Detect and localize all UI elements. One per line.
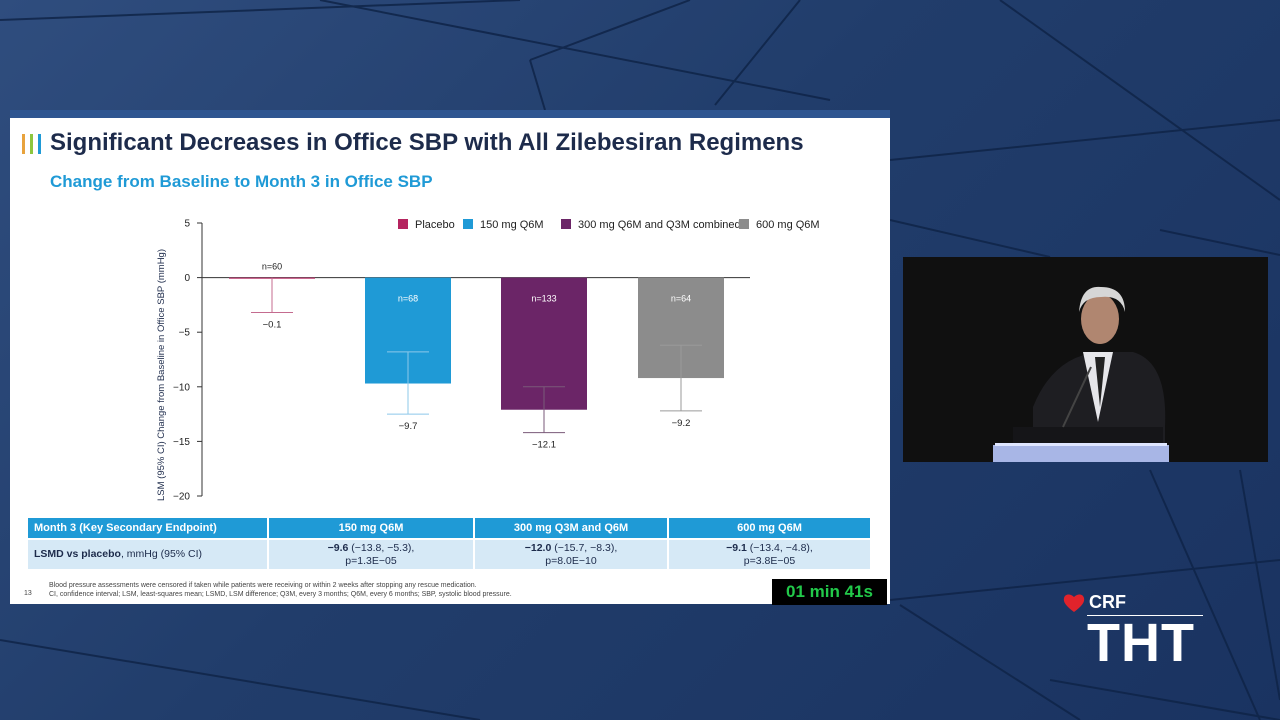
- footnote-line: CI, confidence interval; LSM, least-squa…: [49, 591, 512, 598]
- legend-entry: 150 mg Q6M: [480, 219, 544, 231]
- bar-n-label: n=60: [262, 262, 282, 272]
- speaker-video-feed: [903, 257, 1268, 462]
- presentation-slide: Significant Decreases in Office SBP with…: [10, 110, 890, 604]
- y-axis-label: LSM (95% CI) Change from Baseline in Off…: [156, 249, 167, 501]
- legend-entry: 300 mg Q6M and Q3M combined: [578, 219, 741, 231]
- brand-tht-text: THT: [1087, 613, 1195, 673]
- table-header-row: Month 3 (Key Secondary Endpoint) 150 mg …: [28, 518, 870, 539]
- table-cell: −9.1 (−13.4, −4.8), p=3.8E−05: [667, 538, 870, 569]
- brand-divider: [1087, 615, 1203, 616]
- table-row: LSMD vs placebo, mmHg (95% CI) −9.6 (−13…: [28, 538, 870, 569]
- bar-chart: 5 0 −5 −10 −15 −20 n=60 −0.1 n=68 −9.7 n=133 −12.1…: [156, 219, 820, 503]
- countdown-timer: 01 min 41s: [772, 579, 887, 605]
- bar-n-label: n=133: [531, 294, 556, 304]
- legend-swatch: [561, 219, 571, 229]
- footnote-line: Blood pressure assessments were censored…: [49, 582, 477, 589]
- brand-logo: [1063, 594, 1085, 612]
- y-tick-label: −10: [173, 382, 190, 393]
- y-tick-label: 0: [184, 273, 190, 284]
- slide-top-bar: [10, 110, 890, 118]
- table-header-cell: 150 mg Q6M: [267, 518, 474, 539]
- title-accent-blue: [38, 134, 41, 154]
- table-cell: −9.6 (−13.8, −5.3), p=1.3E−05: [267, 538, 474, 569]
- y-tick-label: 5: [184, 219, 190, 230]
- bar-value-label: −9.2: [672, 418, 691, 429]
- slide-number: 13: [24, 590, 32, 597]
- legend-entry: 600 mg Q6M: [756, 219, 820, 231]
- bar-value-label: −9.7: [399, 421, 418, 432]
- speaker-image: [903, 257, 1268, 462]
- table-header-cell: 300 mg Q3M and Q6M: [473, 518, 668, 539]
- heart-icon: [1063, 594, 1085, 612]
- y-tick-label: −15: [173, 437, 190, 448]
- legend-swatch: [463, 219, 473, 229]
- footnote: Blood pressure assessments were censored…: [49, 581, 512, 599]
- bar-value-label: −12.1: [532, 440, 556, 451]
- slide-title: Significant Decreases in Office SBP with…: [50, 129, 804, 156]
- table-header-cell: Month 3 (Key Secondary Endpoint): [28, 518, 268, 539]
- y-tick-label: −5: [179, 328, 191, 339]
- y-tick-label: −20: [173, 492, 190, 503]
- results-table: Month 3 (Key Secondary Endpoint) 150 mg …: [28, 518, 870, 569]
- title-accent-orange: [22, 134, 25, 154]
- legend-swatch: [739, 219, 749, 229]
- row-label: LSMD vs placebo, mmHg (95% CI): [28, 538, 268, 569]
- brand-crf-text: CRF: [1089, 592, 1126, 612]
- legend-swatch: [398, 219, 408, 229]
- bar-n-label: n=64: [671, 294, 691, 304]
- table-cell: −12.0 (−15.7, −8.3), p=8.0E−10: [473, 538, 668, 569]
- title-accent-green: [30, 134, 33, 154]
- table-header-cell: 600 mg Q6M: [667, 518, 870, 539]
- slide-subtitle: Change from Baseline to Month 3 in Offic…: [50, 172, 433, 191]
- legend-entry: Placebo: [415, 219, 455, 231]
- bar-value-label: −0.1: [263, 320, 282, 331]
- bar-n-label: n=68: [398, 294, 418, 304]
